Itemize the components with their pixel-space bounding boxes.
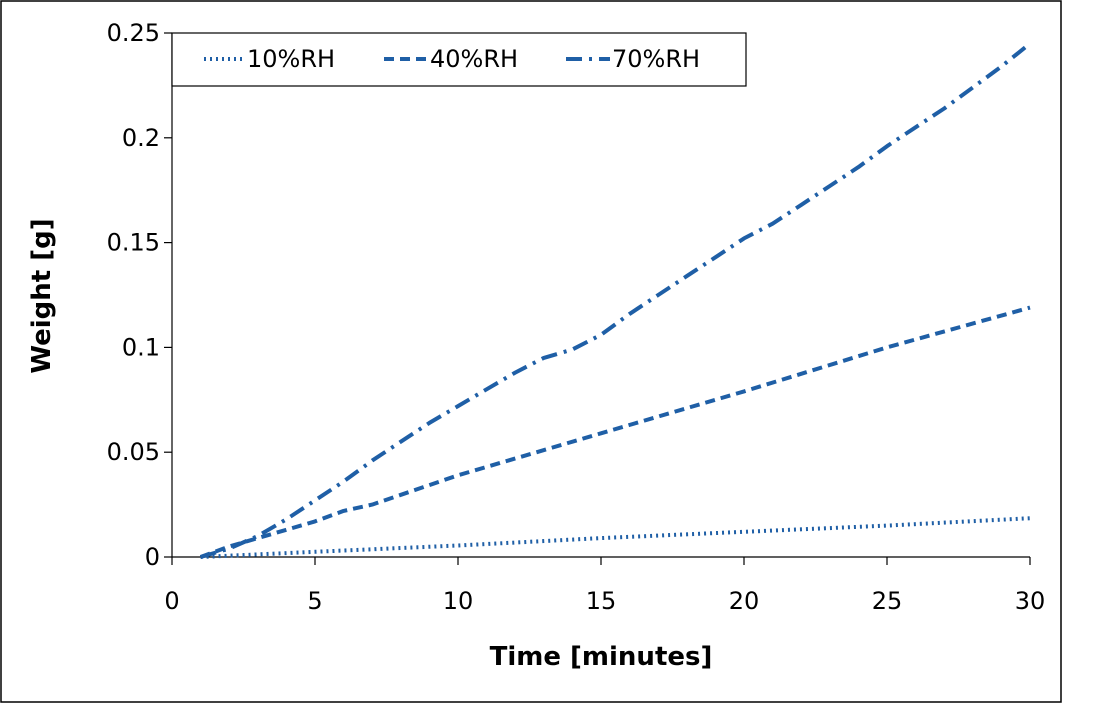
x-tick-label: 20 [729,587,760,615]
y-tick-label: 0.15 [107,229,160,257]
legend-label-70rh: 70%RH [612,45,700,73]
series-line-10rh [200,516,1031,559]
chart-outer-border [0,0,1062,703]
y-tick-label: 0.05 [107,438,160,466]
legend-label-10rh: 10%RH [247,45,335,73]
y-tick-label: 0.2 [122,124,160,152]
legend-label-40rh: 40%RH [430,45,518,73]
legend: 10%RH 40%RH 70%RH [171,32,747,87]
series-line-70rh [200,41,1032,559]
x-tick-label: 0 [164,587,179,615]
x-tick-label: 25 [872,587,903,615]
y-axis-title: Weight [g] [27,218,57,373]
y-tick-label: 0.1 [122,333,160,361]
x-axis-title: Time [minutes] [490,642,713,672]
x-tick-label: 10 [443,587,474,615]
y-tick-label: 0 [145,543,160,571]
x-tick-label: 5 [307,587,322,615]
x-tick-label: 15 [586,587,617,615]
y-tick-label: 0.25 [107,19,160,47]
x-tick-label: 30 [1015,587,1046,615]
plot-area: 0 0.05 0.1 0.15 0.2 0.25 0 5 10 15 20 25 30 [107,19,1046,615]
series-line-40rh [199,305,1031,559]
legend-box [171,32,747,87]
